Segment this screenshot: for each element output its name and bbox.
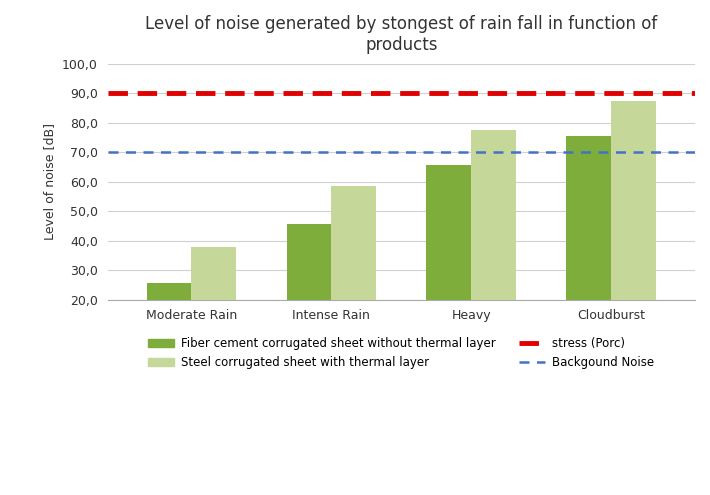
Bar: [567, 136, 611, 358]
Bar: [427, 165, 471, 358]
Y-axis label: Level of noise [dB]: Level of noise [dB]: [43, 123, 56, 240]
Bar: [147, 283, 192, 358]
Bar: [611, 100, 656, 358]
Bar: [471, 130, 516, 358]
Legend: Fiber cement corrugated sheet without thermal layer, Steel corrugated sheet with: Fiber cement corrugated sheet without th…: [148, 337, 655, 369]
Bar: [287, 224, 332, 358]
Bar: [332, 186, 376, 358]
Bar: [192, 247, 236, 358]
Title: Level of noise generated by stongest of rain fall in function of
products: Level of noise generated by stongest of …: [145, 15, 657, 54]
